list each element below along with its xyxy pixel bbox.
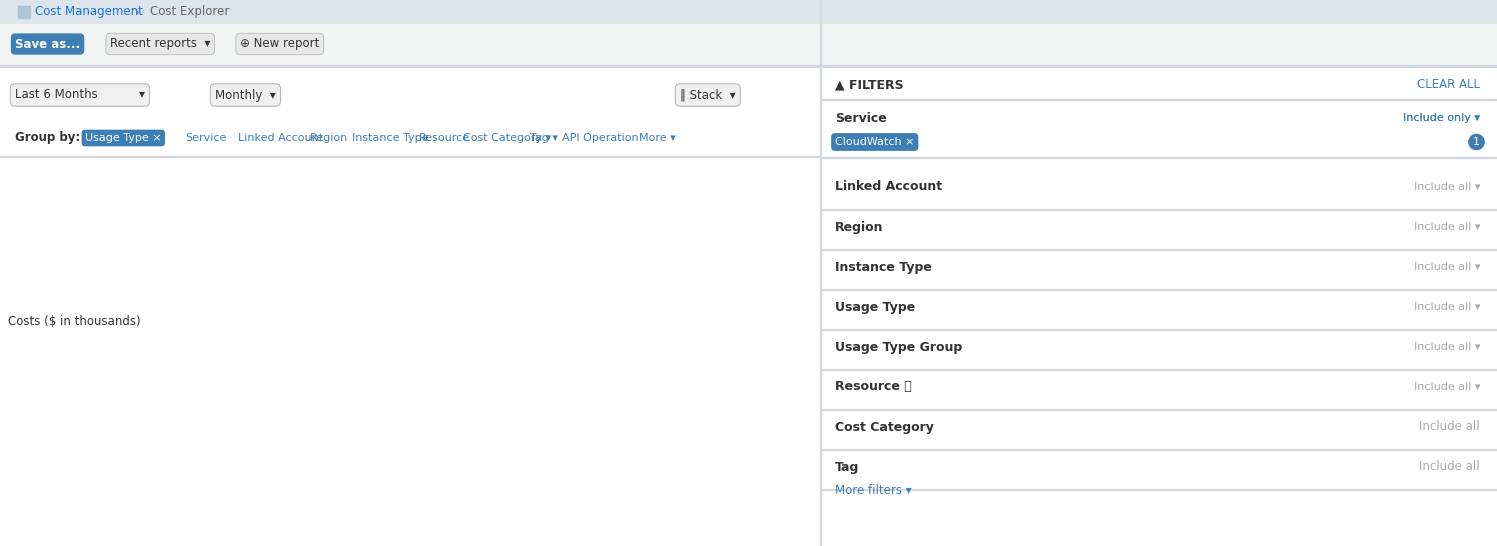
Bar xyxy=(705,340,772,388)
Text: CloudWatch ×: CloudWatch × xyxy=(835,137,915,147)
Text: More filters ▾: More filters ▾ xyxy=(835,484,912,496)
Text: Region: Region xyxy=(835,221,883,234)
Text: Group by:: Group by: xyxy=(15,132,81,145)
Text: Cost Category ▾: Cost Category ▾ xyxy=(463,133,551,143)
Text: API Operation: API Operation xyxy=(561,133,639,143)
Text: More ▾: More ▾ xyxy=(639,133,675,143)
Text: Region: Region xyxy=(310,133,349,143)
Bar xyxy=(211,278,278,290)
Text: Include all ▾: Include all ▾ xyxy=(1413,382,1481,392)
Text: Cost Category: Cost Category xyxy=(835,420,934,434)
Bar xyxy=(88,299,156,325)
Text: Service: Service xyxy=(835,111,886,124)
Bar xyxy=(88,284,156,299)
Text: Include all ▾: Include all ▾ xyxy=(1413,342,1481,352)
Text: Include all ▾: Include all ▾ xyxy=(1413,222,1481,232)
Text: CLEAR ALL: CLEAR ALL xyxy=(1418,79,1481,92)
Bar xyxy=(705,299,772,313)
Text: Include all ▾: Include all ▾ xyxy=(1413,302,1481,312)
Bar xyxy=(334,328,403,372)
Text: Instance Type: Instance Type xyxy=(835,260,931,274)
Text: ›: › xyxy=(135,5,141,19)
Bar xyxy=(88,200,156,269)
Bar xyxy=(581,234,648,274)
Text: Include only ▾: Include only ▾ xyxy=(1403,113,1481,123)
Bar xyxy=(581,313,648,340)
Text: Tag: Tag xyxy=(835,460,859,473)
Text: Linked Account: Linked Account xyxy=(238,133,323,143)
Text: Instance Type: Instance Type xyxy=(352,133,428,143)
Text: Include all: Include all xyxy=(1419,460,1481,473)
Text: Resource: Resource xyxy=(419,133,470,143)
Text: Last 6 Months           ▾: Last 6 Months ▾ xyxy=(15,88,145,102)
Text: Include all ▾: Include all ▾ xyxy=(1413,182,1481,192)
Bar xyxy=(211,313,278,340)
Text: 1: 1 xyxy=(1473,137,1481,147)
Text: Cost Management: Cost Management xyxy=(34,5,142,19)
Bar xyxy=(88,269,156,284)
Bar xyxy=(705,313,772,340)
Bar xyxy=(334,286,403,301)
Text: ⊕ New report: ⊕ New report xyxy=(240,38,319,50)
Bar xyxy=(334,372,403,478)
Text: Usage Type: Usage Type xyxy=(835,300,915,313)
Bar xyxy=(334,301,403,328)
Y-axis label: Costs ($ in thousands): Costs ($ in thousands) xyxy=(28,255,42,388)
Text: Include all: Include all xyxy=(1419,420,1481,434)
Text: Resource ⓘ: Resource ⓘ xyxy=(835,381,912,394)
Bar xyxy=(211,290,278,313)
Bar xyxy=(705,284,772,299)
Bar xyxy=(458,286,525,301)
Bar xyxy=(211,230,278,278)
Text: Costs ($ in thousands): Costs ($ in thousands) xyxy=(7,315,141,328)
Bar xyxy=(458,301,525,313)
Bar xyxy=(458,340,525,393)
Bar xyxy=(458,223,525,286)
Bar xyxy=(88,325,156,378)
Bar xyxy=(88,378,156,478)
Bar xyxy=(705,388,772,478)
Bar xyxy=(458,313,525,340)
Text: Usage Type ×: Usage Type × xyxy=(85,133,162,143)
Text: Recent reports  ▾: Recent reports ▾ xyxy=(109,38,211,50)
Text: ‖ Stack  ▾: ‖ Stack ▾ xyxy=(680,88,735,102)
Bar xyxy=(581,340,648,390)
Text: Linked Account: Linked Account xyxy=(835,181,942,193)
Bar xyxy=(334,198,403,271)
Bar xyxy=(705,211,772,284)
Bar xyxy=(334,271,403,286)
Text: Cost Explorer: Cost Explorer xyxy=(150,5,229,19)
Bar xyxy=(458,393,525,478)
Bar xyxy=(211,384,278,478)
Text: Usage Type Group: Usage Type Group xyxy=(835,341,963,353)
Text: Include all ▾: Include all ▾ xyxy=(1413,262,1481,272)
Text: ▲ FILTERS: ▲ FILTERS xyxy=(835,79,904,92)
Bar xyxy=(211,340,278,384)
Text: Service: Service xyxy=(186,133,226,143)
Text: Save as...: Save as... xyxy=(15,38,81,50)
Bar xyxy=(581,390,648,478)
Bar xyxy=(581,274,648,299)
Text: Include only ▾: Include only ▾ xyxy=(1403,113,1481,123)
Bar xyxy=(581,299,648,313)
Text: Monthly  ▾: Monthly ▾ xyxy=(216,88,275,102)
Text: Tag ▾: Tag ▾ xyxy=(530,133,558,143)
